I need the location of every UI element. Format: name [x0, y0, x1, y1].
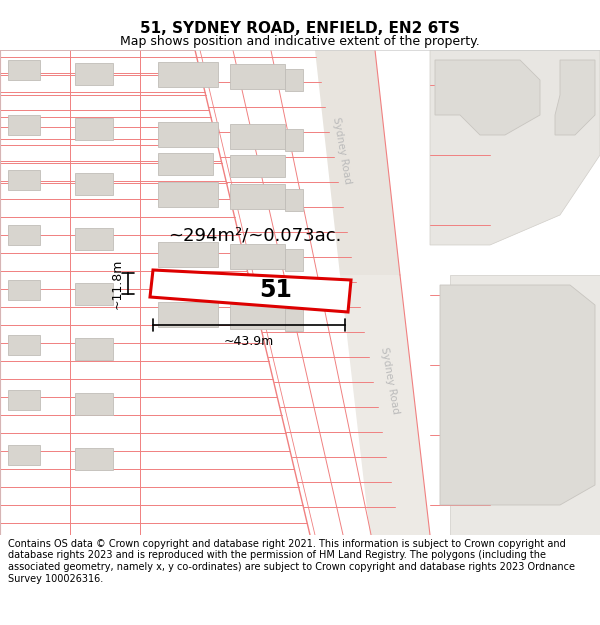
Bar — [285, 129, 303, 151]
Bar — [75, 118, 113, 140]
Bar — [8, 170, 40, 190]
Bar — [158, 62, 218, 87]
Text: ~294m²/~0.073ac.: ~294m²/~0.073ac. — [169, 226, 341, 244]
Bar — [8, 280, 40, 300]
Bar — [8, 225, 40, 245]
Text: Sydney Road: Sydney Road — [379, 346, 401, 414]
Bar — [230, 64, 285, 89]
Bar — [285, 69, 303, 91]
Text: ~43.9m: ~43.9m — [224, 335, 274, 348]
Bar — [8, 390, 40, 410]
Bar — [285, 249, 303, 271]
Polygon shape — [435, 60, 540, 135]
Bar — [158, 182, 218, 207]
Text: 51: 51 — [259, 278, 292, 302]
Bar — [75, 338, 113, 360]
Bar — [75, 448, 113, 470]
Polygon shape — [315, 50, 400, 275]
Bar — [158, 242, 218, 267]
Polygon shape — [150, 270, 351, 312]
Bar — [75, 283, 113, 305]
Bar — [230, 124, 285, 149]
Bar — [158, 153, 213, 175]
Text: ~11.8m: ~11.8m — [111, 258, 124, 309]
Bar — [8, 115, 40, 135]
Polygon shape — [430, 50, 600, 245]
Text: Sydney Road: Sydney Road — [331, 116, 353, 184]
Bar — [158, 122, 218, 147]
Bar — [230, 304, 285, 329]
Text: 51, SYDNEY ROAD, ENFIELD, EN2 6TS: 51, SYDNEY ROAD, ENFIELD, EN2 6TS — [140, 21, 460, 36]
Text: Contains OS data © Crown copyright and database right 2021. This information is : Contains OS data © Crown copyright and d… — [8, 539, 575, 584]
Text: Map shows position and indicative extent of the property.: Map shows position and indicative extent… — [120, 35, 480, 48]
Bar — [75, 173, 113, 195]
Bar — [75, 228, 113, 250]
Bar — [75, 63, 113, 85]
Bar — [230, 244, 285, 269]
Bar — [230, 184, 285, 209]
Bar — [158, 302, 218, 327]
Bar — [230, 155, 285, 177]
Polygon shape — [450, 275, 600, 535]
Bar — [8, 60, 40, 80]
Bar — [285, 309, 303, 331]
Polygon shape — [440, 285, 595, 505]
Polygon shape — [340, 275, 430, 535]
Bar — [8, 445, 40, 465]
Bar — [285, 189, 303, 211]
Bar — [75, 393, 113, 415]
Polygon shape — [555, 60, 595, 135]
Bar — [8, 335, 40, 355]
